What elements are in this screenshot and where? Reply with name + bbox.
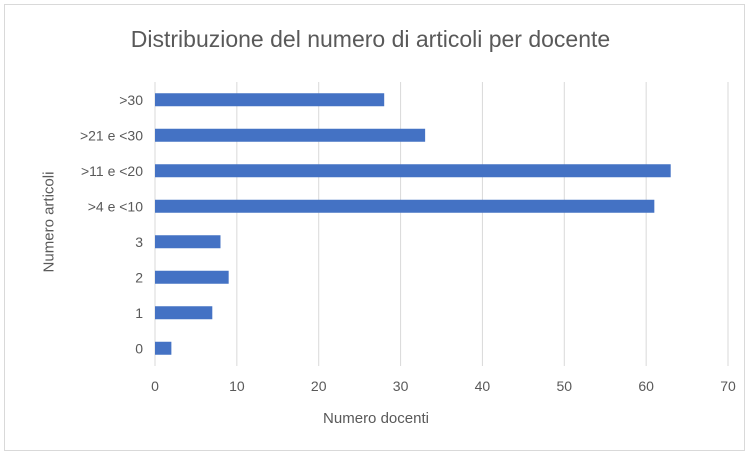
y-tick-label: >21 e <30 <box>80 127 143 143</box>
x-tick-label: 20 <box>311 378 327 394</box>
x-tick-label: 40 <box>475 378 491 394</box>
bar-5 <box>155 164 671 178</box>
chart-title: Distribuzione del numero di articoli per… <box>130 26 611 52</box>
bars <box>155 93 671 355</box>
bar-7 <box>155 93 385 107</box>
x-tick-label: 30 <box>393 378 409 394</box>
x-tick-label: 60 <box>638 378 654 394</box>
x-tick-label: 10 <box>229 378 245 394</box>
bar-0 <box>155 341 172 355</box>
y-tick-label: 2 <box>135 269 143 285</box>
gridlines <box>154 82 729 366</box>
bar-6 <box>155 128 426 142</box>
bar-4 <box>155 199 655 213</box>
y-tick-label: >11 e <20 <box>81 163 143 179</box>
x-tick-labels: 0 10 20 30 40 50 60 70 <box>151 378 736 394</box>
x-tick-label: 0 <box>151 378 159 394</box>
y-tick-labels: 0 1 2 3 >4 e <10 >11 e <20 >21 e <30 >30 <box>80 92 143 357</box>
y-tick-label: 0 <box>135 340 143 356</box>
x-tick-label: 50 <box>556 378 572 394</box>
y-tick-label: 3 <box>135 234 143 250</box>
bar-2 <box>155 270 229 284</box>
bar-1 <box>155 306 213 320</box>
x-tick-label: 70 <box>720 378 736 394</box>
y-tick-label: 1 <box>135 305 143 321</box>
bar-3 <box>155 235 221 249</box>
chart-frame <box>4 4 745 451</box>
x-axis-label: Numero docenti <box>323 410 429 427</box>
y-tick-label: >30 <box>119 92 143 108</box>
y-tick-label: >4 e <10 <box>88 198 143 214</box>
